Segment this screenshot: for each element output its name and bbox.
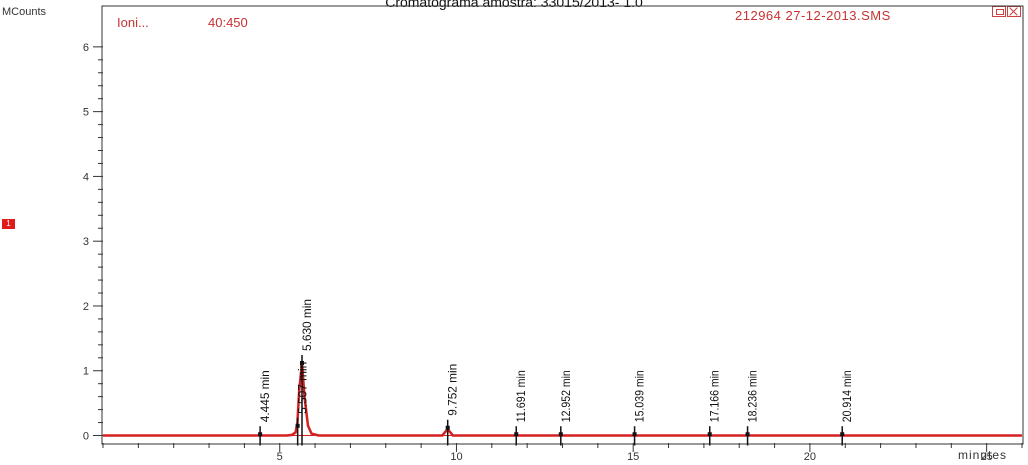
peak-apex-point (295, 423, 300, 428)
x-tick-label: 10 (450, 451, 462, 463)
peak-time-label: 5.630 min (300, 299, 314, 351)
peak-time-label: 11.691 min (514, 370, 528, 422)
peak-time-label: 9.752 min (446, 364, 460, 416)
x-tick-label: 15 (627, 451, 639, 463)
peak-apex-point (745, 432, 750, 437)
y-tick-label: 6 (83, 42, 89, 54)
peak-apex-point (445, 425, 450, 430)
peak-time-label: 17.166 min (708, 370, 722, 422)
trace-number-badge[interactable]: 1 (2, 219, 15, 229)
y-tick-label: 0 (83, 431, 89, 443)
x-tick-label: 5 (277, 451, 283, 463)
ion-range: 40:450 (208, 15, 248, 30)
peak-time-label: 20.914 min (840, 370, 854, 422)
y-tick-label: 5 (83, 107, 89, 119)
chart-title: Cromatograma amostra: 33015/2013- 1.0 (385, 0, 643, 10)
peak-apex-point (558, 432, 563, 437)
peak-apex-point (514, 432, 519, 437)
peak-time-label: 4.445 min (258, 370, 272, 422)
ion-label[interactable]: Ioni... (117, 15, 149, 30)
x-axis-label: minutes (958, 448, 1007, 462)
peak-apex-point (707, 432, 712, 437)
y-tick-label: 2 (83, 301, 89, 313)
x-tick-label: 20 (804, 451, 816, 463)
data-file-label: 212964 27-12-2013.SMS (735, 8, 891, 23)
peak-time-label: 12.952 min (559, 370, 573, 422)
y-axis-label: MCounts (2, 6, 47, 18)
peak-apex-point (632, 432, 637, 437)
peak-apex-point (258, 432, 263, 437)
y-tick-label: 3 (83, 236, 89, 248)
peak-time-label: 18.236 min (746, 370, 760, 422)
peak-time-label: 15.039 min (633, 370, 647, 422)
axes-layer: 0 1 2 3 4 5 6 5 10 15 20 25 (83, 42, 1023, 463)
y-tick-label: 1 (83, 366, 89, 378)
peak-apex-point (840, 432, 845, 437)
y-tick-label: 4 (83, 171, 89, 183)
x-tick-label: 25 (981, 451, 993, 463)
chromatogram-trace (103, 362, 1022, 437)
peak-apex-point (299, 360, 304, 365)
